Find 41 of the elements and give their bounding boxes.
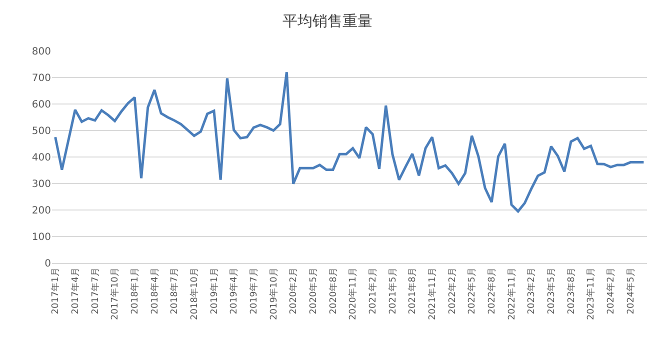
x-tick-label: 2023年11月 bbox=[586, 268, 597, 320]
x-tick-label: 2020年11月 bbox=[348, 268, 359, 320]
x-tick-label: 2018年4月 bbox=[149, 268, 160, 314]
x-tick-label: 2020年8月 bbox=[328, 268, 339, 314]
x-tick-label: 2023年5月 bbox=[546, 268, 558, 314]
y-tick-label: 200 bbox=[32, 206, 51, 216]
y-tick-label: 800 bbox=[32, 46, 51, 58]
x-tick-label: 2024年5月 bbox=[625, 268, 636, 314]
x-tick-label: 2024年2月 bbox=[606, 268, 617, 314]
y-tick-label: 400 bbox=[32, 152, 51, 164]
x-tick-label: 2018年10月 bbox=[189, 268, 200, 320]
x-tick-label: 2017年10月 bbox=[110, 268, 121, 320]
x-tick-label: 2018年1月 bbox=[130, 268, 141, 314]
chart-title: 平均销售重量 bbox=[282, 12, 372, 30]
x-tick-label: 2020年2月 bbox=[288, 268, 300, 314]
x-tick-label: 2018年7月 bbox=[169, 268, 180, 314]
x-tick-label: 2019年4月 bbox=[228, 268, 240, 314]
x-tick-label: 2021年2月 bbox=[368, 268, 379, 314]
line-series bbox=[54, 70, 645, 213]
x-tick-label: 2023年2月 bbox=[526, 268, 538, 314]
x-tick-label: 2023年8月 bbox=[566, 268, 577, 314]
x-tick-label: 2017年7月 bbox=[90, 268, 101, 314]
x-tick-label: 2021年8月 bbox=[407, 268, 418, 314]
x-tick-label: 2022年11月 bbox=[506, 268, 518, 320]
x-tick-label: 2020年5月 bbox=[308, 268, 320, 314]
x-tick-label: 2019年1月 bbox=[208, 268, 220, 314]
y-tick-label: 600 bbox=[32, 100, 51, 110]
y-tick-label: 0 bbox=[44, 258, 51, 270]
x-tick-label: 2022年5月 bbox=[466, 268, 478, 314]
x-tick-label: 2017年4月 bbox=[70, 268, 82, 314]
x-tick-label: 2019年7月 bbox=[248, 268, 260, 314]
y-tick-label: 700 bbox=[32, 73, 51, 84]
x-tick-label: 2021年5月 bbox=[387, 268, 398, 314]
x-tick-label: 2022年8月 bbox=[486, 268, 498, 314]
y-tick-label: 500 bbox=[32, 126, 51, 137]
x-tick-label: 2022年2月 bbox=[446, 268, 458, 314]
x-tick-label: 2019年10月 bbox=[268, 268, 280, 320]
y-tick-label: 100 bbox=[32, 232, 51, 243]
y-tick-label: 300 bbox=[32, 179, 51, 190]
x-tick-label: 2021年11月 bbox=[427, 268, 438, 320]
x-tick-label: 2017年1月 bbox=[50, 268, 62, 314]
